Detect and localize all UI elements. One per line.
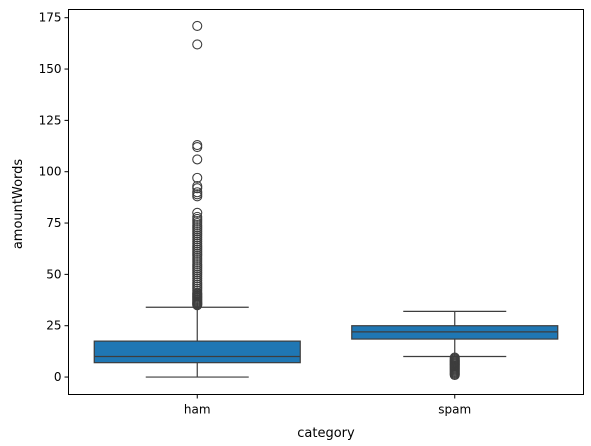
y-tick-label: 125: [39, 113, 62, 127]
outlier-point: [192, 187, 203, 198]
y-tick-label: 150: [39, 62, 62, 76]
outlier-point: [192, 172, 203, 183]
outlier-point: [449, 352, 460, 363]
x-axis: ham spam: [184, 394, 471, 417]
x-axis-label: category: [297, 426, 355, 441]
y-axis: 0 25 50 75 100 125 150 175: [39, 11, 69, 384]
outlier-point: [192, 154, 203, 165]
y-tick-label: 0: [54, 370, 62, 384]
outlier-point: [192, 207, 203, 218]
outlier-point: [192, 39, 203, 50]
box-group-spam: [351, 310, 559, 381]
y-tick-label: 175: [39, 11, 62, 25]
y-tick-label: 50: [46, 267, 61, 281]
box-group-ham: [93, 20, 301, 378]
plot-frame: [68, 9, 584, 395]
y-tick-label: 100: [39, 165, 62, 179]
outlier-point: [192, 20, 203, 31]
outlier-point: [192, 211, 203, 222]
outlier-point: [192, 181, 203, 192]
plot-area: [93, 20, 559, 381]
x-tick-label: ham: [184, 403, 211, 417]
y-axis-label: amountWords: [11, 159, 26, 250]
y-tick-label: 25: [46, 319, 61, 333]
outlier-point: [192, 139, 203, 151]
iqr-box: [93, 340, 301, 364]
x-tick-label: spam: [438, 403, 471, 417]
outlier-point: [192, 142, 203, 153]
y-tick-label: 75: [46, 216, 61, 230]
